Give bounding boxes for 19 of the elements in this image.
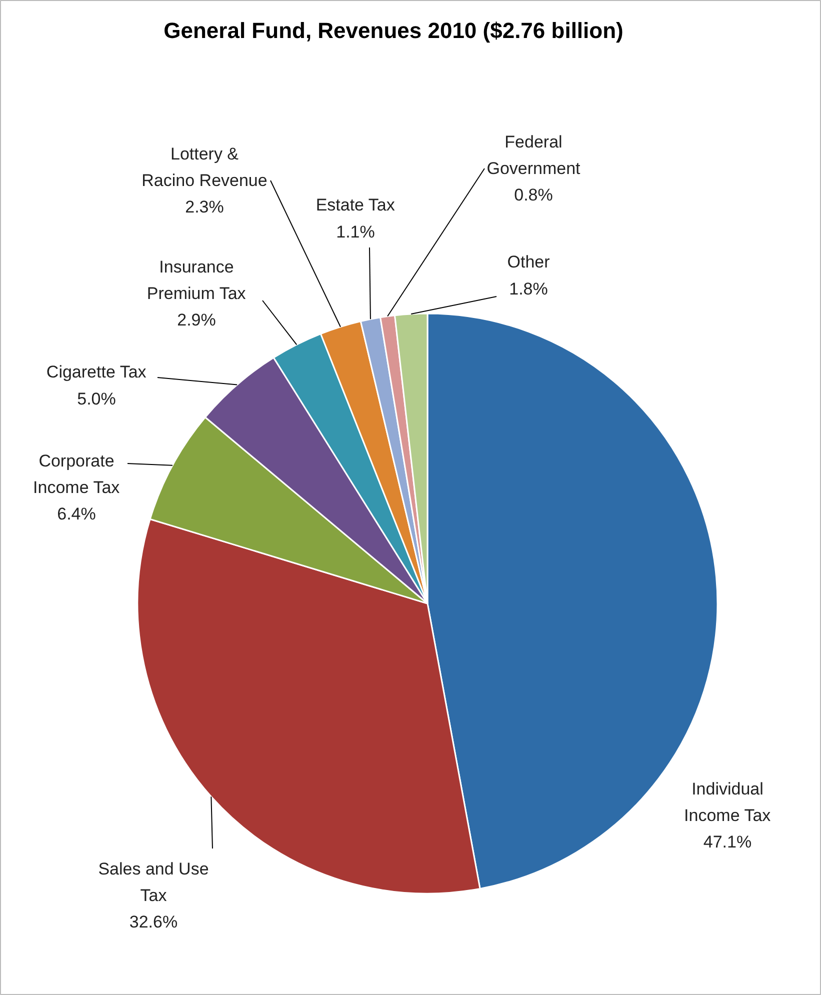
data-label: 1.8%: [509, 279, 548, 298]
slice-label: Individual Income Tax: [684, 779, 772, 825]
chart-title: General Fund, Revenues 2010 ($2.76 billion): [164, 18, 624, 43]
data-label: 5.0%: [77, 389, 116, 408]
slice-label: Corporate Income Tax: [33, 451, 120, 497]
data-label: 0.8%: [514, 186, 553, 205]
data-label: 2.3%: [185, 198, 224, 217]
data-label: 47.1%: [703, 832, 752, 852]
data-label: 6.4%: [57, 504, 96, 524]
data-label: 32.6%: [129, 912, 178, 932]
slice-label: Federal Government: [486, 132, 581, 178]
slice-label: Estate Tax: [316, 196, 396, 215]
slice-label: Insurance Premium Tax: [146, 257, 246, 303]
slice-label: Cigarette Tax: [46, 362, 147, 382]
data-label: 1.1%: [336, 222, 375, 242]
slice-label: Other: [507, 252, 550, 272]
slice-label: Sales and Use Tax: [98, 859, 209, 905]
slice-label: Lottery & Racino Revenue: [142, 144, 268, 190]
data-label: 2.9%: [177, 310, 216, 330]
